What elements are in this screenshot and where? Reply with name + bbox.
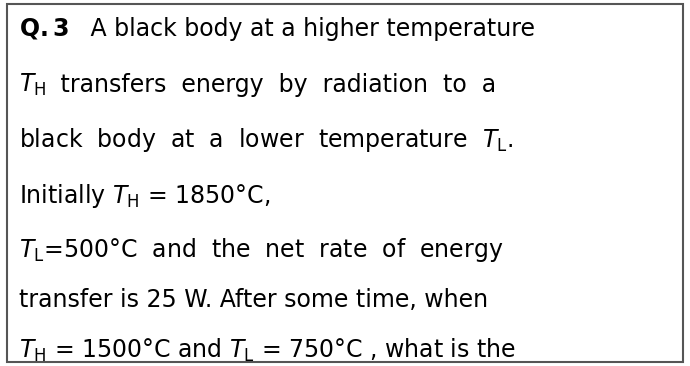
Text: $T_{\mathrm{L}}$=500°C  and  the  net  rate  of  energy: $T_{\mathrm{L}}$=500°C and the net rate … bbox=[19, 236, 504, 264]
Text: $T_{\mathrm{H}}$ = 1500°C and $T_{\mathrm{L}}$ = 750°C , what is the: $T_{\mathrm{H}}$ = 1500°C and $T_{\mathr… bbox=[19, 337, 516, 364]
Text: black  body  at  a  lower  temperature  $T_{\mathrm{L}}$.: black body at a lower temperature $T_{\m… bbox=[19, 126, 513, 154]
Text: A black body at a higher temperature: A black body at a higher temperature bbox=[83, 17, 535, 41]
Text: $\mathbf{Q.3}$: $\mathbf{Q.3}$ bbox=[19, 16, 70, 41]
Text: Initially $T_{\mathrm{H}}$ = 1850°C,: Initially $T_{\mathrm{H}}$ = 1850°C, bbox=[19, 182, 270, 210]
Text: transfer is 25 W. After some time, when: transfer is 25 W. After some time, when bbox=[19, 288, 489, 312]
Text: transfers  energy  by  radiation  to  a: transfers energy by radiation to a bbox=[53, 72, 497, 97]
Text: $T_{\mathrm{H}}$: $T_{\mathrm{H}}$ bbox=[19, 71, 46, 98]
